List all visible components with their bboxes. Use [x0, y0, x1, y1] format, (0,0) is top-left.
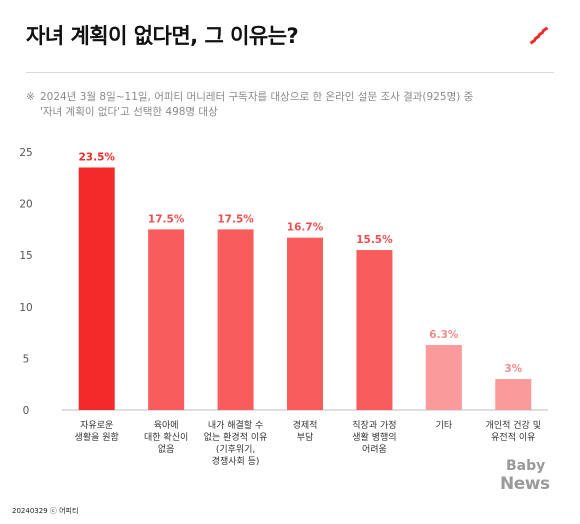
y-tick-label: 5	[23, 353, 30, 365]
survey-note: ※ 2024년 3월 8일~11일, 어피티 머니레터 구독자를 대상으로 한 …	[26, 90, 540, 120]
logo-news-text: News	[500, 474, 550, 494]
bar	[148, 229, 185, 410]
x-tick-label: 기타	[436, 420, 453, 431]
bar-value-label: 16.7%	[287, 222, 324, 234]
y-tick-label: 25	[19, 147, 32, 159]
bar	[217, 229, 254, 410]
logo-baby-text: Baby	[506, 458, 546, 474]
y-tick-label: 10	[19, 302, 32, 314]
bar	[495, 379, 532, 410]
x-tick-label: 경제적	[293, 419, 318, 431]
x-tick-label: (기후위기,	[216, 444, 256, 455]
x-tick-label: 경쟁사회 등)	[212, 455, 260, 467]
bar-value-label: 23.5%	[78, 151, 115, 163]
bar	[78, 167, 115, 410]
note-mark: ※	[26, 91, 35, 103]
babynews-logo: Baby News	[500, 458, 556, 502]
bar	[287, 237, 323, 410]
title-divider	[26, 72, 554, 73]
x-tick-label: 대한 확신이	[144, 431, 188, 443]
bar	[425, 344, 462, 410]
x-tick-label: 생활을 원함	[75, 431, 119, 443]
bar-value-label: 3%	[504, 363, 522, 375]
x-tick-label: 내가 해결할 수	[208, 420, 263, 431]
x-tick-label: 없는 환경적 이유	[204, 431, 268, 443]
brand-stripe-icon	[529, 26, 549, 45]
x-tick-label: 생활 병행의	[352, 431, 396, 443]
x-tick-label: 육아에	[154, 420, 179, 431]
bar-value-label: 15.5%	[356, 234, 393, 246]
bar	[356, 250, 393, 410]
x-tick-label: 없음	[158, 444, 175, 455]
chart-title: 자녀 계획이 없다면, 그 이유는?	[26, 24, 299, 48]
x-tick-label: 개인적 건강 및	[486, 419, 541, 431]
bar-value-label: 6.3%	[429, 329, 459, 341]
note-line-1: 2024년 3월 8일~11일, 어피티 머니레터 구독자를 대상으로 한 온라…	[40, 91, 474, 103]
x-tick-label: 부담	[297, 431, 314, 443]
x-tick-label: 유전적 이유	[491, 431, 535, 443]
footer-credit: 20240329 ⓒ 어피티	[12, 507, 79, 515]
y-tick-label: 20	[19, 199, 32, 211]
note-line-2: '자녀 계획이 없다'고 선택한 498명 대상	[40, 106, 218, 118]
x-tick-label: 직장과 가정	[352, 420, 396, 431]
y-tick-label: 15	[19, 250, 32, 262]
y-tick-label: 0	[23, 405, 30, 417]
x-tick-label: 어려움	[362, 444, 387, 455]
bar-value-label: 17.5%	[217, 213, 254, 225]
x-tick-label: 자유로운	[80, 420, 113, 431]
bar-value-label: 17.5%	[148, 213, 185, 225]
